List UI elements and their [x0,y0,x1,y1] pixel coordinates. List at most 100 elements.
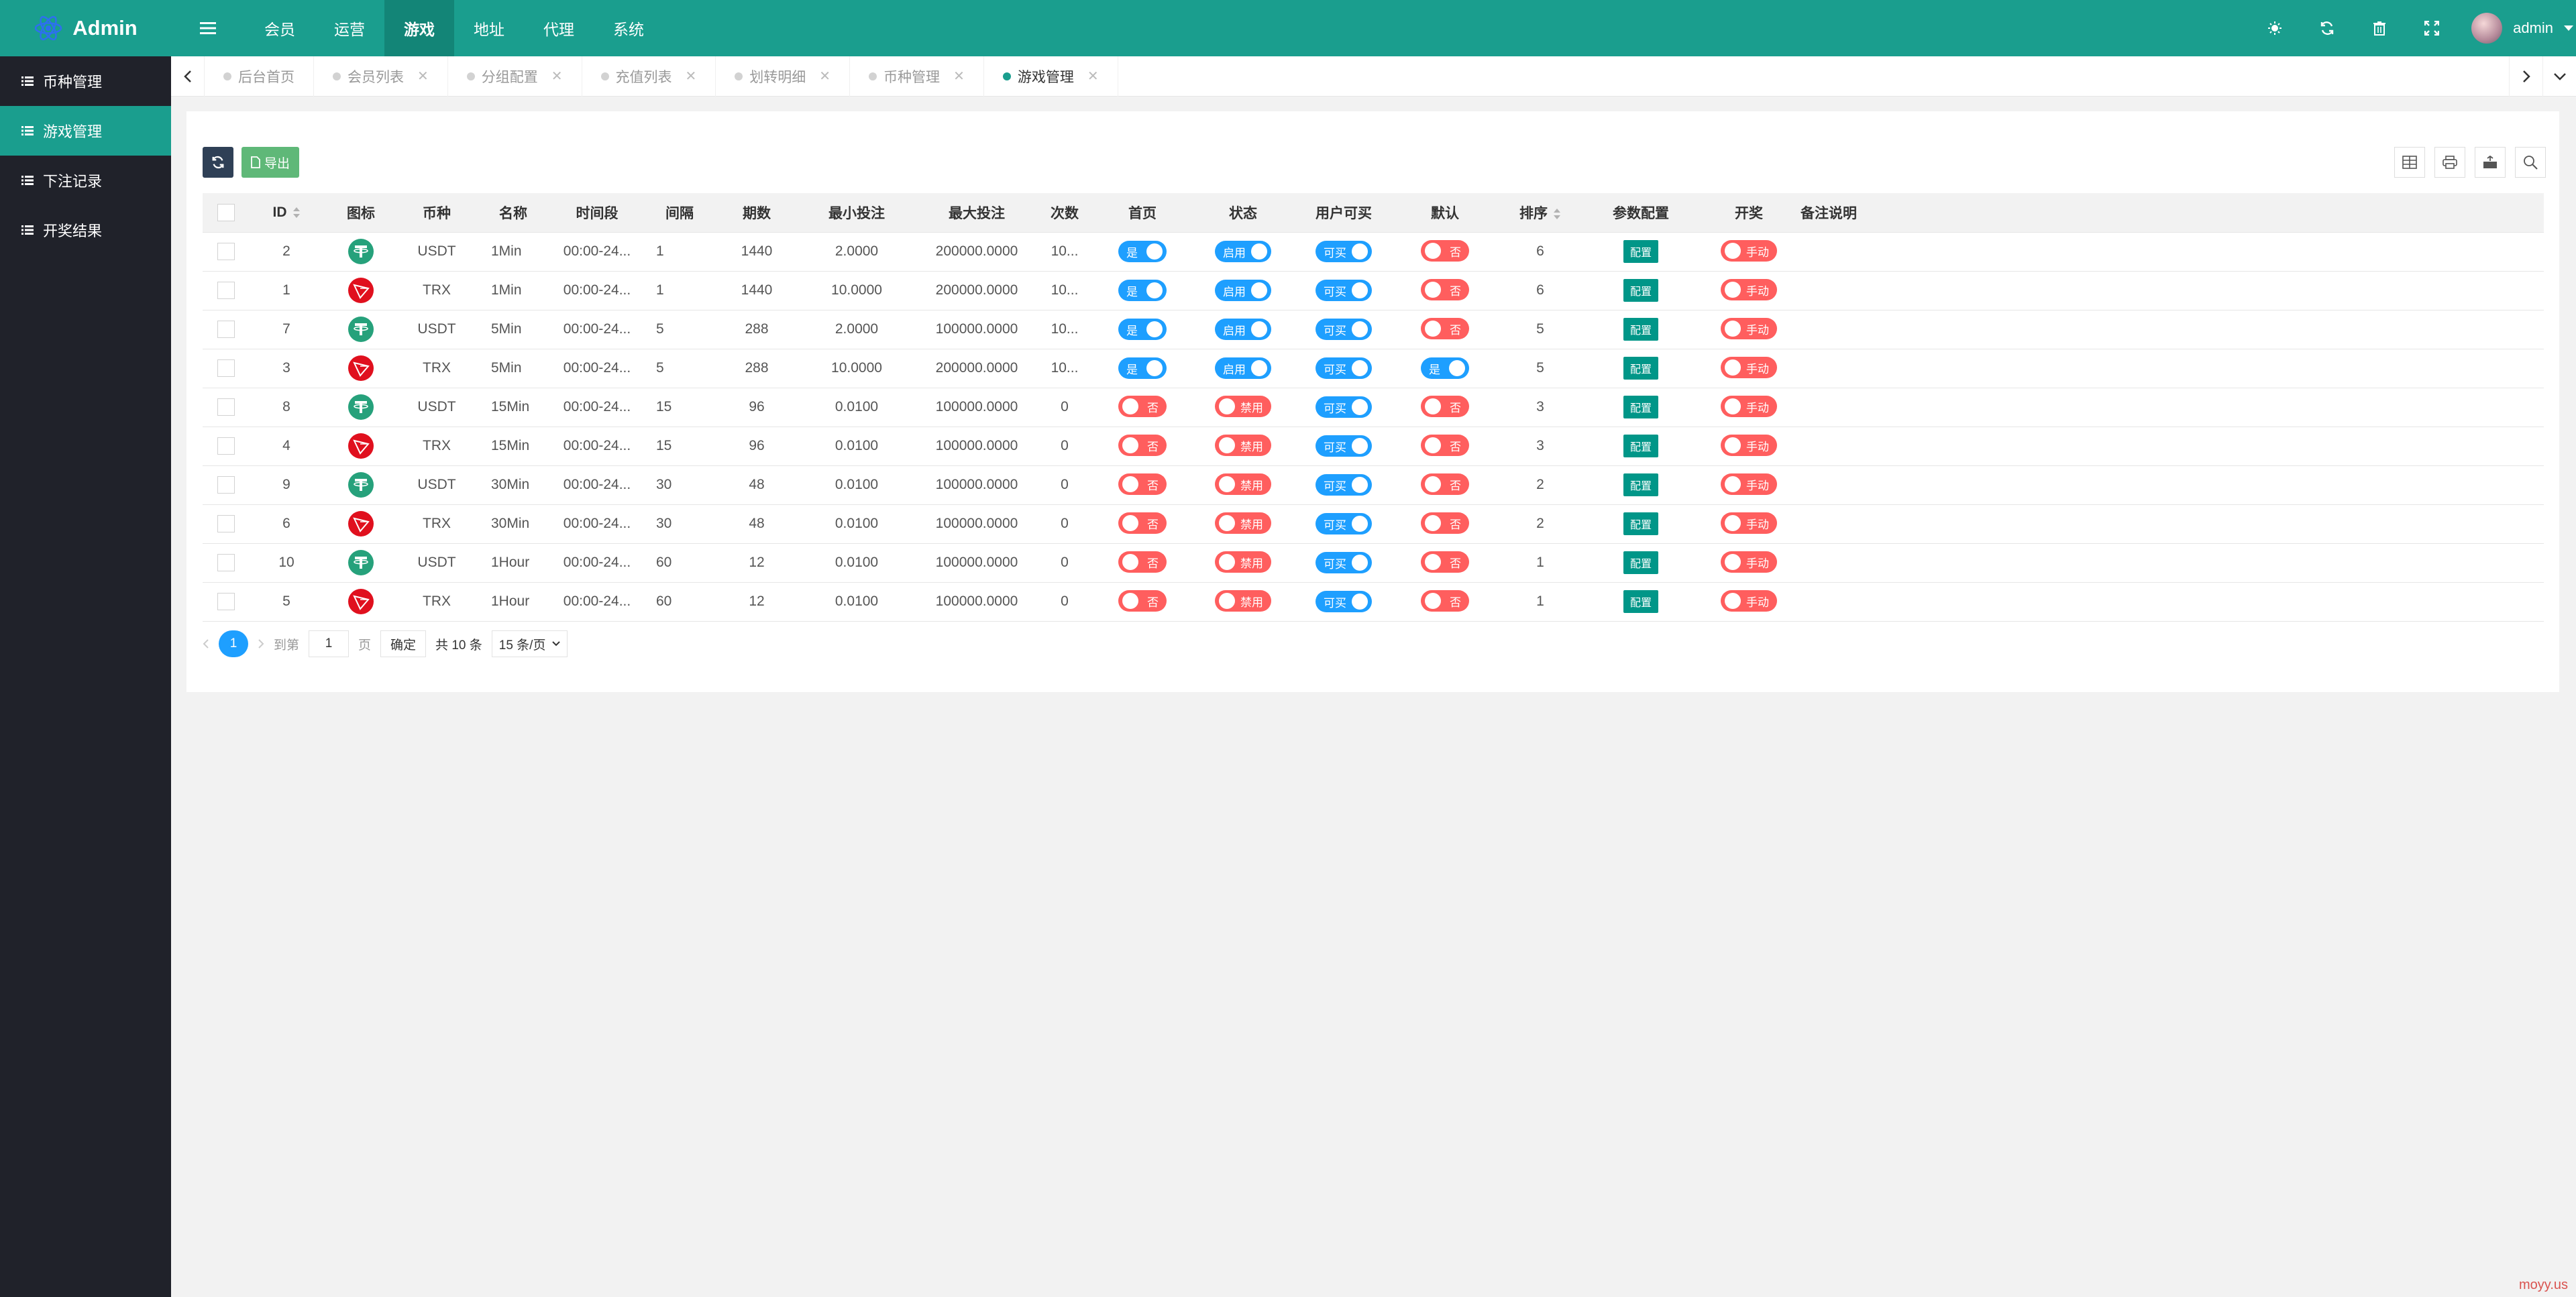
nav-item[interactable]: 系统 [613,21,644,38]
user-buy-switch[interactable]: 可买 [1316,241,1372,262]
sort-icon[interactable] [1553,208,1561,220]
status-switch[interactable]: 禁用 [1215,473,1271,495]
draw-switch[interactable]: 手动 [1721,240,1777,262]
page-current[interactable]: 1 [219,630,248,657]
row-checkbox[interactable] [217,437,235,455]
sidebar-item[interactable]: 游戏管理 [0,106,171,156]
print-button[interactable] [2434,147,2465,178]
next-page-icon[interactable] [258,638,264,649]
config-button[interactable]: 配置 [1623,435,1658,457]
status-switch[interactable]: 启用 [1215,319,1271,340]
config-button[interactable]: 配置 [1623,473,1658,496]
close-icon[interactable]: ✕ [953,69,965,84]
search-button[interactable] [2515,147,2546,178]
user-buy-switch[interactable]: 可买 [1316,591,1372,612]
nav-item[interactable]: 地址 [474,21,504,38]
home-switch[interactable]: 是 [1118,357,1167,379]
export-tool-button[interactable] [2475,147,2506,178]
default-switch[interactable]: 否 [1421,512,1469,534]
row-checkbox[interactable] [217,398,235,416]
row-checkbox[interactable] [217,515,235,532]
close-icon[interactable]: ✕ [1087,69,1099,84]
home-switch[interactable]: 否 [1118,512,1167,534]
home-switch[interactable]: 否 [1118,551,1167,573]
trash-icon[interactable] [2353,0,2406,56]
default-switch[interactable]: 是 [1421,357,1469,379]
config-button[interactable]: 配置 [1623,318,1658,341]
refresh-button[interactable] [203,147,233,178]
home-switch[interactable]: 否 [1118,396,1167,417]
home-switch[interactable]: 否 [1118,590,1167,612]
tab[interactable]: 游戏管理 ✕ [984,56,1118,97]
tab[interactable]: 分组配置 ✕ [448,56,582,97]
status-switch[interactable]: 禁用 [1215,590,1271,612]
tab-scroll-right-icon[interactable] [2509,56,2542,97]
row-checkbox[interactable] [217,243,235,260]
config-button[interactable]: 配置 [1623,512,1658,535]
sidebar-item[interactable]: 开奖结果 [0,205,171,255]
user-buy-switch[interactable]: 可买 [1316,319,1372,340]
row-checkbox[interactable] [217,321,235,338]
nav-item[interactable]: 运营 [334,21,365,38]
default-switch[interactable]: 否 [1421,551,1469,573]
tab-menu-chevron-down-icon[interactable] [2542,56,2576,97]
draw-switch[interactable]: 手动 [1721,435,1777,456]
draw-switch[interactable]: 手动 [1721,590,1777,612]
row-checkbox[interactable] [217,282,235,299]
default-switch[interactable]: 否 [1421,590,1469,612]
select-all-checkbox[interactable] [217,203,235,221]
status-switch[interactable]: 启用 [1215,241,1271,262]
draw-switch[interactable]: 手动 [1721,279,1777,300]
status-switch[interactable]: 禁用 [1215,435,1271,456]
config-button[interactable]: 配置 [1623,279,1658,302]
columns-filter-button[interactable] [2394,147,2425,178]
draw-switch[interactable]: 手动 [1721,357,1777,378]
theme-icon[interactable] [2249,0,2301,56]
user-buy-switch[interactable]: 可买 [1316,396,1372,418]
sidebar-item[interactable]: 下注记录 [0,156,171,205]
tab[interactable]: 会员列表 ✕ [314,56,448,97]
default-switch[interactable]: 否 [1421,473,1469,495]
export-button[interactable]: 导出 [241,147,300,178]
home-switch[interactable]: 否 [1118,473,1167,495]
draw-switch[interactable]: 手动 [1721,396,1777,417]
default-switch[interactable]: 否 [1421,435,1469,456]
status-switch[interactable]: 禁用 [1215,551,1271,573]
fullscreen-icon[interactable] [2406,0,2458,56]
draw-switch[interactable]: 手动 [1721,318,1777,339]
nav-item[interactable]: 会员 [264,21,295,38]
draw-switch[interactable]: 手动 [1721,473,1777,495]
prev-page-icon[interactable] [203,638,209,649]
user-buy-switch[interactable]: 可买 [1316,280,1372,301]
row-checkbox[interactable] [217,593,235,610]
col-sort[interactable]: 排序 [1496,193,1585,233]
tab[interactable]: 后台首页 [205,56,314,97]
sidebar-item[interactable]: 币种管理 [0,56,171,106]
tab[interactable]: 划转明细 ✕ [716,56,851,97]
page-size-select[interactable]: 15 条/页 [491,630,568,657]
goto-confirm-button[interactable]: 确定 [380,630,427,657]
default-switch[interactable]: 否 [1421,240,1469,262]
home-switch[interactable]: 是 [1118,319,1167,340]
user-buy-switch[interactable]: 可买 [1316,357,1372,379]
draw-switch[interactable]: 手动 [1721,512,1777,534]
draw-switch[interactable]: 手动 [1721,551,1777,573]
row-checkbox[interactable] [217,554,235,571]
status-switch[interactable]: 启用 [1215,280,1271,301]
default-switch[interactable]: 否 [1421,396,1469,417]
close-icon[interactable]: ✕ [685,69,697,84]
close-icon[interactable]: ✕ [819,69,831,84]
user-buy-switch[interactable]: 可买 [1316,552,1372,573]
user-buy-switch[interactable]: 可买 [1316,435,1372,457]
goto-page-input[interactable]: 1 [309,630,350,657]
config-button[interactable]: 配置 [1623,590,1658,613]
close-icon[interactable]: ✕ [417,69,429,84]
config-button[interactable]: 配置 [1623,551,1658,574]
config-button[interactable]: 配置 [1623,357,1658,380]
tab-scroll-left-icon[interactable] [171,56,205,97]
nav-item[interactable]: 游戏 [384,0,454,56]
menu-toggle-icon[interactable] [171,21,245,35]
tab[interactable]: 币种管理 ✕ [850,56,984,97]
row-checkbox[interactable] [217,476,235,494]
home-switch[interactable]: 否 [1118,435,1167,456]
